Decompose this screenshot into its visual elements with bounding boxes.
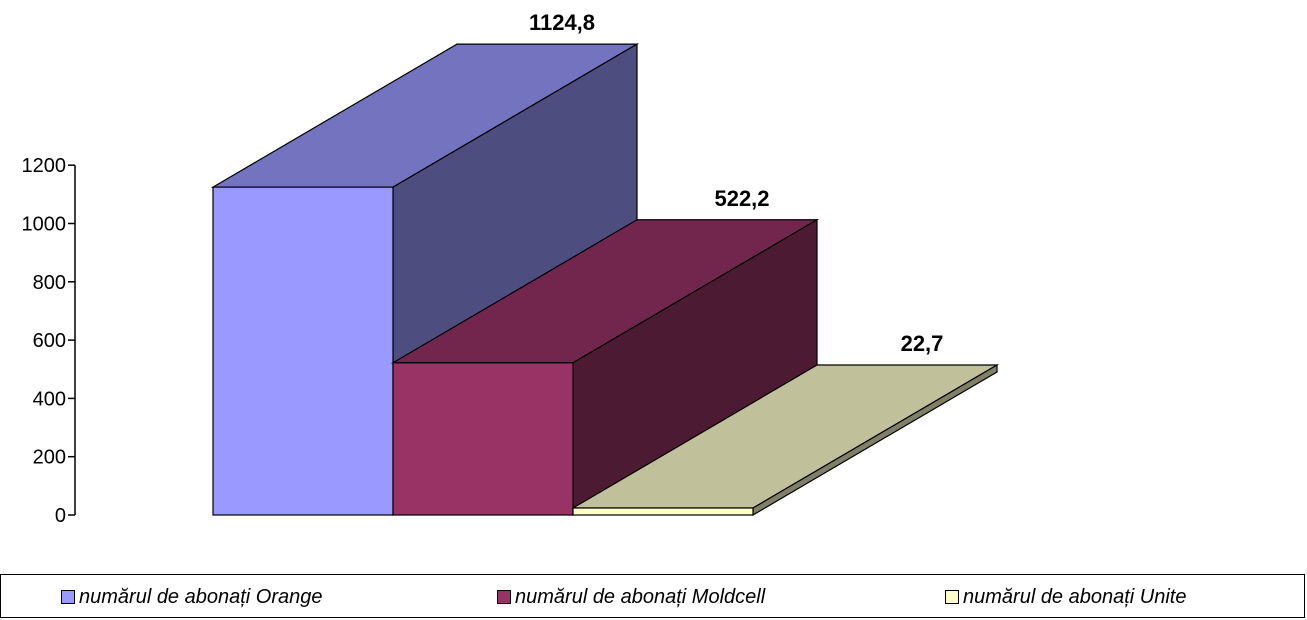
y-tick-label: 1000: [22, 214, 67, 236]
y-tick-label: 1200: [22, 155, 67, 177]
y-axis: 0 200 400 600 800 1000 1200: [22, 155, 76, 527]
legend-label-moldcell: numărul de abonați Moldcell: [515, 585, 766, 608]
bar-2: [570, 363, 1000, 517]
bar-1: [390, 218, 820, 517]
y-tick-label: 200: [33, 447, 66, 469]
bar-front-face: [212, 186, 394, 516]
legend-swatch-moldcell: [497, 590, 511, 604]
legend: numărul de abonați Orange numărul de abo…: [0, 574, 1305, 618]
bar-front-face: [392, 362, 574, 516]
y-tick-label: 800: [33, 272, 66, 294]
legend-swatch-orange: [61, 590, 75, 604]
legend-label-orange: numărul de abonați Orange: [79, 585, 323, 608]
legend-item-moldcell: numărul de abonați Moldcell: [497, 586, 765, 608]
legend-item-unite: numărul de abonați Unite: [945, 586, 1186, 608]
data-label-1: 522,2: [714, 186, 769, 211]
chart-plot: 0 200 400 600 800 1000 1200 1124,8 522,2 22,7: [22, 10, 1000, 527]
bar-front-face: [572, 507, 754, 516]
y-tick-label: 600: [33, 330, 66, 352]
y-tick-label: 400: [33, 388, 66, 410]
data-label-0: 1124,8: [529, 10, 595, 35]
y-tick-label: 0: [55, 505, 66, 527]
legend-swatch-unite: [945, 590, 959, 604]
data-label-2: 22,7: [901, 331, 944, 356]
data-labels: 1124,8 522,2 22,7: [529, 10, 943, 356]
bars: [210, 43, 1000, 517]
legend-item-orange: numărul de abonați Orange: [61, 586, 323, 608]
legend-label-unite: numărul de abonați Unite: [963, 585, 1187, 608]
